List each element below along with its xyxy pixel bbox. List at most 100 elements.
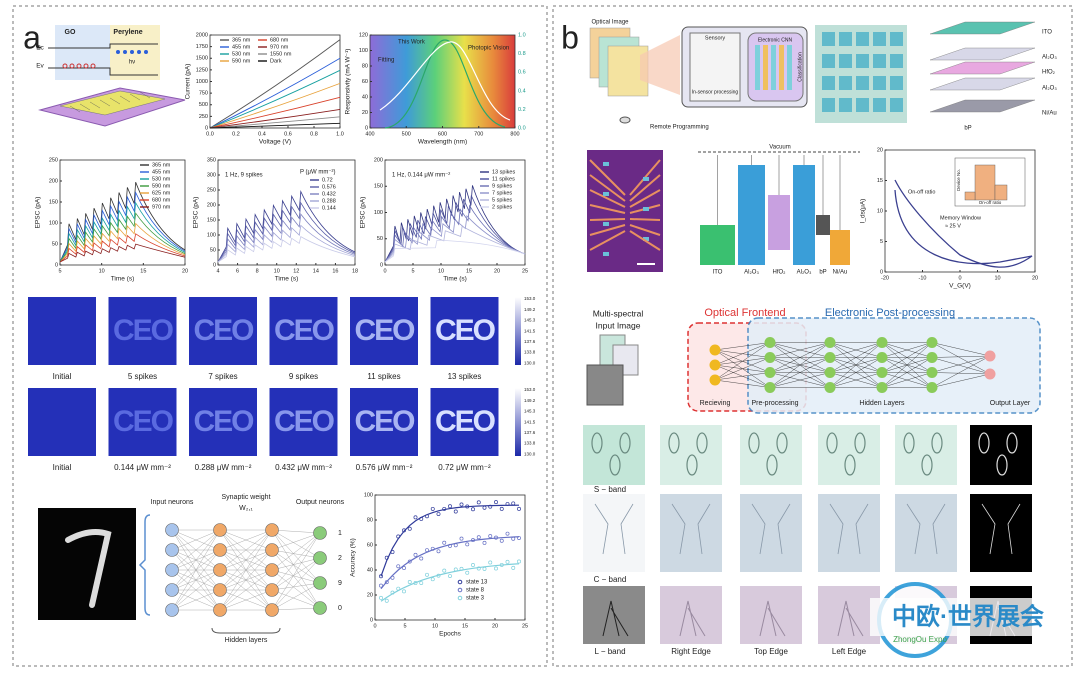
ceo-pattern: CEO — [193, 314, 254, 347]
band-block — [768, 195, 790, 250]
nn-node — [709, 374, 721, 386]
digit-shape — [619, 432, 631, 454]
stack-layer — [929, 99, 1036, 113]
label: Perylene — [113, 29, 142, 36]
y-tick-label: 20 — [877, 147, 883, 153]
hole — [76, 63, 82, 69]
nn-edge — [714, 342, 771, 351]
device-cell — [873, 76, 886, 90]
x-tick-label: 600 — [438, 131, 447, 137]
y-tick-label: 40 — [367, 567, 373, 573]
x-tick-label: 12 — [293, 268, 299, 274]
label: Electronic Post-processing — [825, 307, 955, 319]
accuracy-point — [453, 509, 458, 514]
device-cell — [839, 98, 852, 112]
y-tick-label: 250 — [49, 157, 58, 163]
x-tick-label: 18 — [352, 268, 358, 274]
colorbar-tick: 141.5 — [524, 419, 536, 424]
y-tick-label: 100 — [359, 48, 368, 54]
device-cell — [839, 76, 852, 90]
y-axis-label: EPSC (pA) — [35, 197, 42, 229]
accuracy-point — [488, 534, 493, 539]
legend-label: 625 nm — [152, 190, 171, 196]
y-tick-label: 40 — [362, 94, 368, 100]
legend-marker — [457, 587, 463, 593]
nn-node — [876, 352, 888, 363]
y-tick-label: 20 — [362, 110, 368, 116]
synapse — [271, 529, 321, 584]
ceo-pattern: CEO — [274, 314, 335, 347]
neuron — [313, 576, 327, 590]
accuracy-point — [511, 565, 516, 570]
image-caption: 7 spikes — [208, 372, 237, 381]
nn-edge — [931, 355, 991, 358]
accuracy-point — [505, 559, 510, 564]
accuracy-point — [448, 504, 452, 509]
label: Synaptic weight — [221, 494, 270, 501]
x-tick-label: 500 — [402, 131, 411, 137]
edge-image — [583, 494, 645, 572]
x-tick-label: 400 — [365, 131, 374, 137]
digit-shape — [978, 432, 990, 454]
label: Photopic Vision — [468, 46, 509, 52]
accuracy-point — [384, 580, 389, 585]
y-tick-label: 150 — [207, 217, 216, 223]
y-tick-label: 10 — [877, 208, 883, 214]
accuracy-point — [402, 566, 406, 570]
label: Ev — [36, 63, 44, 70]
label: 1 Hz, 0.144 μW mm⁻² — [392, 173, 450, 179]
device-cell — [822, 54, 835, 68]
x-tick-label: 20 — [494, 268, 500, 274]
camera-man — [837, 600, 864, 637]
legend-label: 530 nm — [152, 176, 171, 182]
synapse — [171, 569, 221, 611]
cnn-bar — [755, 45, 760, 90]
electron — [116, 50, 120, 54]
device-cell — [839, 54, 852, 68]
neuron — [265, 603, 279, 617]
digit-shape — [826, 432, 838, 454]
epsc-trace — [59, 222, 186, 263]
panel-b-frame — [552, 5, 1073, 667]
stack-layer — [929, 47, 1036, 61]
wolf-outline — [671, 503, 711, 555]
device-cell — [822, 32, 835, 46]
label: 1 Hz, 9 spikes — [225, 173, 263, 179]
label: Electronic CNN — [758, 37, 793, 43]
accuracy-point — [476, 535, 481, 540]
x-tick-label: 25 — [522, 268, 528, 274]
ceo-image — [108, 388, 177, 456]
x-tick-label: 0 — [373, 623, 376, 629]
nn-node — [984, 368, 996, 380]
legend-label: 13 spikes — [492, 169, 515, 175]
label: Remote Programming — [650, 125, 709, 131]
input-image — [586, 364, 624, 406]
y-tick-label: 200 — [49, 178, 58, 184]
y-axis-label: EPSC (pA) — [193, 197, 200, 229]
cnn-bar — [763, 45, 768, 90]
label: Optical Frontend — [704, 307, 785, 319]
label: W₂,₁ — [239, 505, 253, 512]
device-cell — [839, 32, 852, 46]
y-tick-label: 80 — [367, 517, 373, 523]
band-line — [48, 43, 158, 49]
output-label: 9 — [338, 580, 342, 587]
accuracy-point — [511, 501, 516, 506]
logo-bg — [870, 598, 1070, 636]
label: ≈ 25 V — [945, 223, 961, 229]
nn-edge — [881, 342, 933, 388]
x-tick-label: 0 — [383, 268, 386, 274]
x-tick-label: 20 — [492, 623, 498, 629]
label: Recieving — [700, 400, 731, 407]
accuracy-point — [407, 580, 412, 584]
hole — [83, 63, 89, 69]
digit-image — [38, 508, 136, 620]
epsc-trace — [59, 190, 186, 263]
band-block — [830, 230, 850, 265]
electrode — [629, 174, 661, 202]
x-tick-label: 15 — [462, 623, 468, 629]
panel-label: b — [561, 19, 579, 55]
electrode — [629, 189, 661, 208]
nn-edge — [881, 342, 933, 358]
nn-edge — [829, 342, 883, 358]
